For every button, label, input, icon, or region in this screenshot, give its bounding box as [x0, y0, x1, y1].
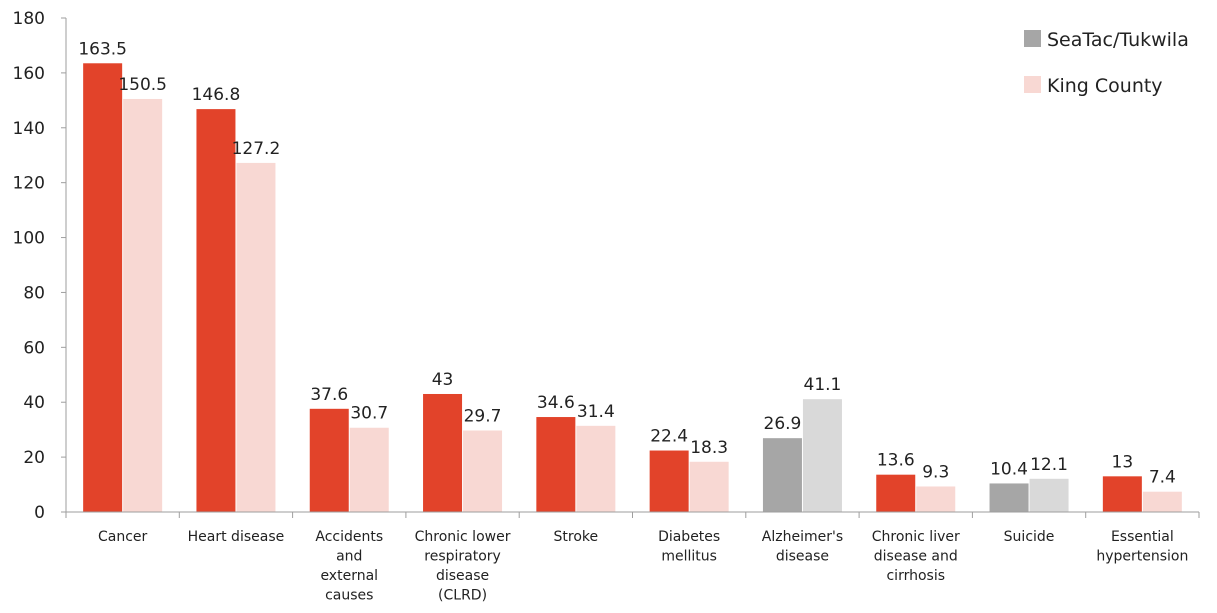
- data-label: 7.4: [1149, 468, 1176, 488]
- y-tick-label: 100: [13, 229, 45, 249]
- x-axis: Cancer Heart disease Accidents and external c…: [65, 511, 1200, 604]
- x-category-label: Heart disease: [188, 529, 285, 545]
- bar-king-county: [1142, 491, 1182, 512]
- bar-seatac-tukwila: [762, 438, 802, 512]
- bar-seatac-tukwila: [83, 63, 123, 513]
- bar-seatac-tukwila: [876, 474, 916, 512]
- data-labels: 163.5 150.5 146.8 127.2 37.630.7 43 29.7 34.6 31…: [78, 39, 1176, 487]
- data-label: 34.6: [537, 393, 575, 413]
- bar-king-county: [463, 430, 503, 512]
- bar-seatac-tukwila: [196, 109, 236, 513]
- y-tick-label: 120: [13, 174, 45, 194]
- bar-seatac-tukwila: [423, 393, 463, 512]
- bar-seatac-tukwila: [989, 483, 1029, 512]
- x-category-label: Chronic liver disease and cirrhosis: [872, 529, 960, 584]
- bar-king-county: [1029, 478, 1069, 512]
- y-tick-label: 180: [13, 9, 45, 29]
- bar-king-county: [236, 162, 276, 512]
- data-label: 41.1: [804, 375, 842, 395]
- x-category-label: Essential hypertension: [1096, 529, 1188, 565]
- y-axis: 0 20 40 60 80 100 120 140 160 180: [13, 9, 67, 523]
- data-label: 9.3: [922, 462, 949, 482]
- y-tick-label: 80: [23, 283, 45, 303]
- data-label: 29.7: [464, 406, 502, 426]
- bar-king-county: [576, 425, 616, 512]
- y-tick-label: 0: [34, 503, 45, 523]
- data-label: 37.6: [310, 385, 348, 405]
- bar-seatac-tukwila: [649, 450, 689, 512]
- y-tick-label: 20: [23, 448, 45, 468]
- x-category-label: Stroke: [554, 529, 599, 545]
- bar-king-county: [689, 461, 729, 512]
- data-label: 26.9: [764, 414, 802, 434]
- data-label: 163.5: [78, 39, 127, 59]
- data-label: 146.8: [192, 85, 241, 105]
- legend: SeaTac/Tukwila King County: [1024, 29, 1189, 97]
- bar-seatac-tukwila: [1102, 476, 1142, 512]
- y-tick-label: 140: [13, 119, 45, 139]
- bar-king-county: [123, 98, 163, 512]
- data-label: 127.2: [232, 139, 281, 159]
- data-label: 22.4: [650, 427, 688, 447]
- x-category-label: Accidents and external causes: [315, 529, 383, 604]
- x-category-label: Diabetes mellitus: [658, 529, 720, 565]
- data-label: 30.7: [350, 404, 388, 424]
- data-label: 31.4: [577, 402, 615, 422]
- legend-label-seatac-tukwila: SeaTac/Tukwila: [1047, 29, 1189, 51]
- bar-king-county: [802, 399, 842, 512]
- y-tick-label: 60: [23, 338, 45, 358]
- bar-king-county: [916, 486, 956, 512]
- data-label: 13.6: [877, 451, 915, 471]
- legend-swatch-seatac-tukwila: [1024, 30, 1041, 47]
- legend-swatch-king-county: [1024, 76, 1041, 93]
- data-label: 13: [1112, 452, 1134, 472]
- x-category-label: Chronic lower respiratory disease (CLRD): [415, 529, 511, 604]
- bar-seatac-tukwila: [309, 408, 349, 512]
- x-category-label: Suicide: [1004, 529, 1055, 545]
- x-category-label: Cancer: [98, 529, 148, 545]
- data-label: 43: [432, 370, 454, 390]
- data-label: 18.3: [690, 438, 728, 458]
- bars: [83, 63, 1182, 513]
- bar-king-county: [349, 427, 389, 512]
- legend-label-king-county: King County: [1047, 75, 1163, 97]
- y-tick-label: 160: [13, 64, 45, 84]
- bar-seatac-tukwila: [536, 417, 576, 512]
- data-label: 12.1: [1030, 455, 1068, 475]
- x-category-label: Alzheimer's disease: [762, 529, 843, 565]
- y-tick-label: 40: [23, 393, 45, 413]
- data-label: 150.5: [118, 75, 167, 95]
- data-label: 10.4: [990, 459, 1028, 479]
